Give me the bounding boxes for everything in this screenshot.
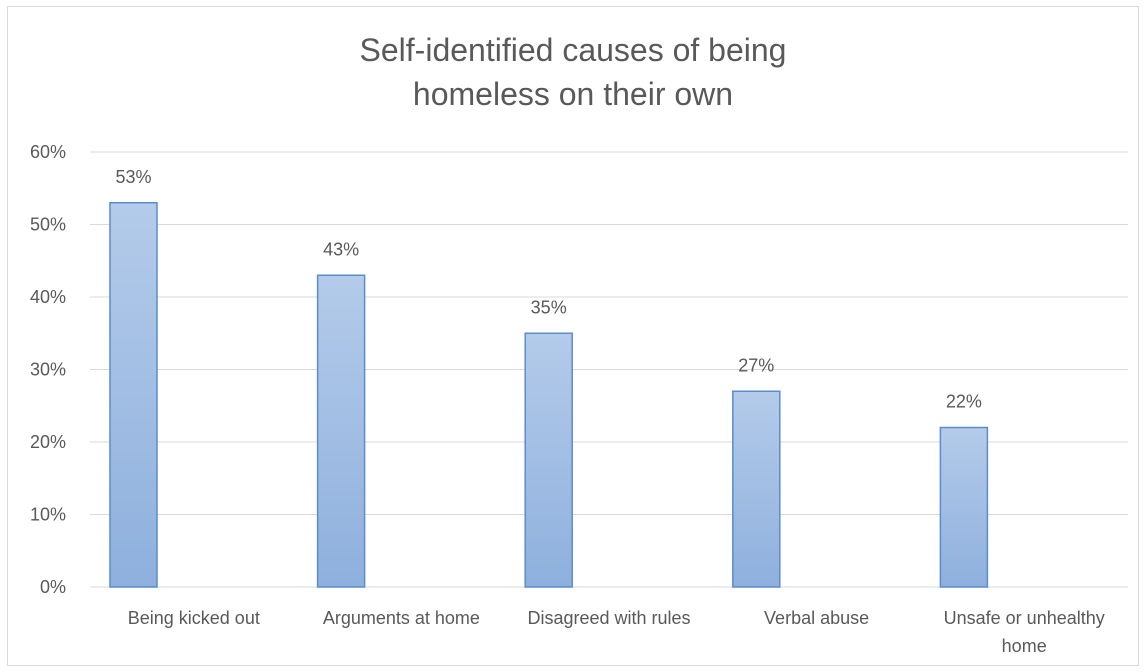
y-tick-label: 10% [30, 505, 66, 525]
x-axis: Being kicked out Arguments at home Disagre… [128, 608, 1105, 656]
y-tick-label: 50% [30, 215, 66, 235]
data-label: 22% [946, 392, 982, 412]
chart-title-line-1: Self-identified causes of being [359, 32, 787, 68]
bars [109, 202, 989, 588]
x-category-label: Disagreed with rules [527, 608, 690, 628]
x-category-label: Verbal abuse [764, 608, 869, 628]
data-label: 53% [115, 167, 151, 187]
chart-title: Self-identified causes of being homeless… [0, 28, 1146, 116]
x-category-label: Unsafe or unhealthy [944, 608, 1105, 628]
x-category-label: home [1002, 636, 1047, 656]
data-label: 35% [531, 297, 567, 317]
y-tick-label: 20% [30, 432, 66, 452]
bar [109, 202, 158, 588]
data-labels: 53% 43% 35% 27% 22% [115, 167, 981, 412]
bar [524, 332, 573, 588]
data-label: 27% [738, 355, 774, 375]
bar [316, 274, 366, 588]
bar [732, 390, 781, 588]
y-axis: 0% 10% 20% 30% 40% 50% 60% [30, 142, 66, 597]
x-category-label: Being kicked out [128, 608, 260, 628]
y-tick-label: 30% [30, 360, 66, 380]
x-category-label: Arguments at home [323, 608, 480, 628]
bar [939, 426, 989, 588]
y-tick-label: 0% [40, 577, 66, 597]
y-tick-label: 40% [30, 287, 66, 307]
data-label: 43% [323, 239, 359, 259]
chart-title-line-2: homeless on their own [412, 76, 734, 112]
y-tick-label: 60% [30, 142, 66, 162]
